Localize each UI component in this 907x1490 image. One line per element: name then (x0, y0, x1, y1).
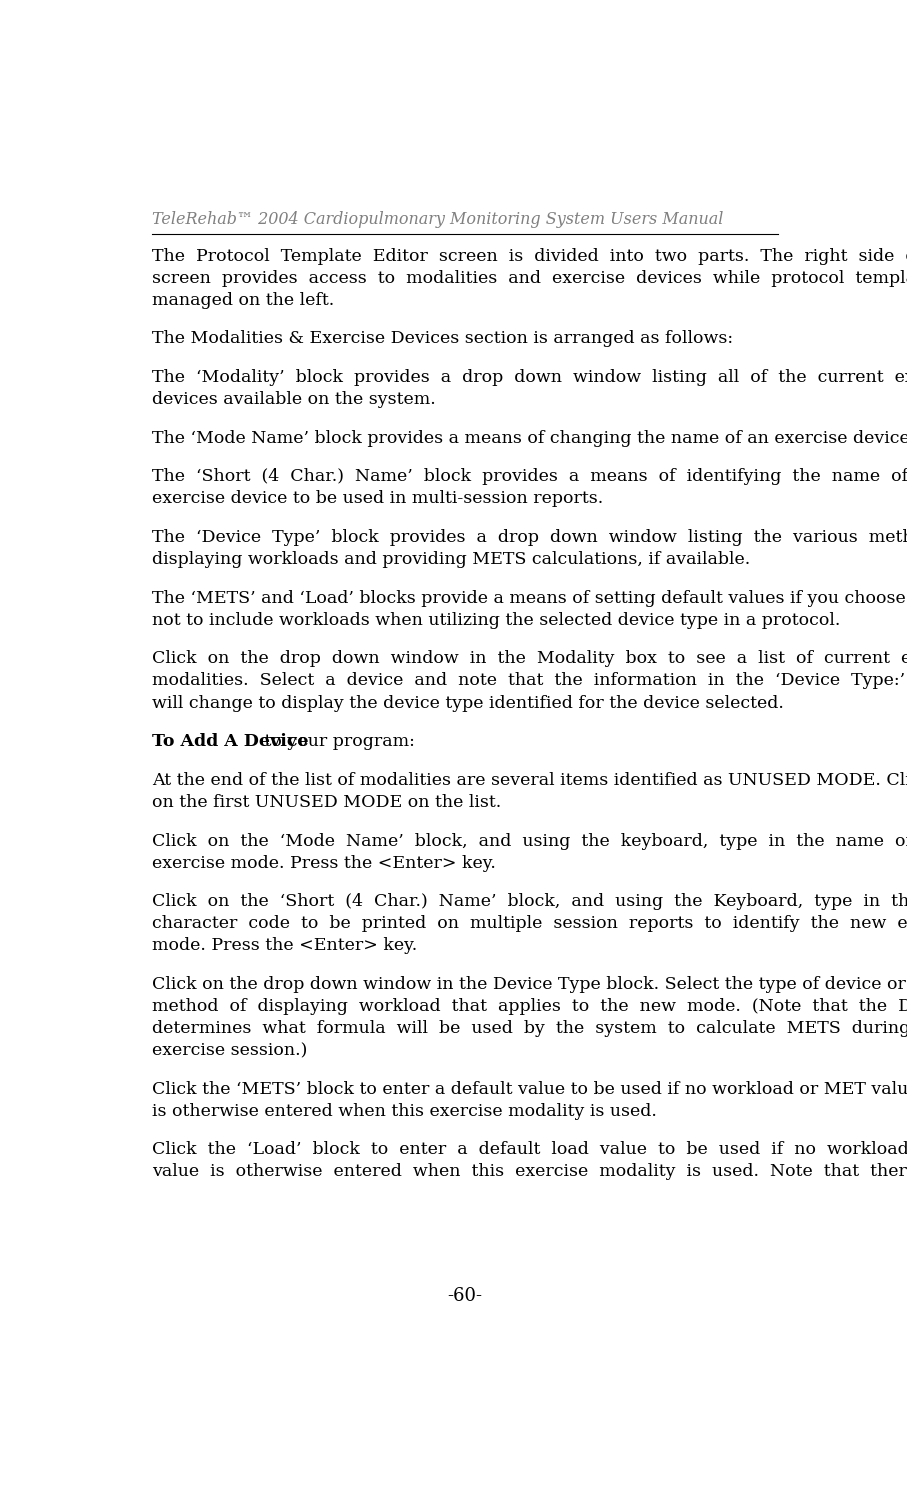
Text: Click  the  ‘Load’  block  to  enter  a  default  load  value  to  be  used  if : Click the ‘Load’ block to enter a defaul… (152, 1141, 907, 1158)
Text: TeleRehab™ 2004 Cardiopulmonary Monitoring System Users Manual: TeleRehab™ 2004 Cardiopulmonary Monitori… (152, 212, 724, 228)
Text: To Add A Device: To Add A Device (152, 733, 308, 749)
Text: exercise session.): exercise session.) (152, 1042, 307, 1059)
Text: -60-: -60- (447, 1287, 483, 1305)
Text: Click  on  the  drop  down  window  in  the  Modality  box  to  see  a  list  of: Click on the drop down window in the Mod… (152, 651, 907, 668)
Text: Click  on  the  ‘Short  (4  Char.)  Name’  block,  and  using  the  Keyboard,  t: Click on the ‘Short (4 Char.) Name’ bloc… (152, 893, 907, 910)
Text: The  ‘Modality’  block  provides  a  drop  down  window  listing  all  of  the  : The ‘Modality’ block provides a drop dow… (152, 370, 907, 386)
Text: exercise device to be used in multi-session reports.: exercise device to be used in multi-sess… (152, 490, 603, 508)
Text: Click the ‘METS’ block to enter a default value to be used if no workload or MET: Click the ‘METS’ block to enter a defaul… (152, 1080, 907, 1098)
Text: Click  on  the  ‘Mode  Name’  block,  and  using  the  keyboard,  type  in  the : Click on the ‘Mode Name’ block, and usin… (152, 833, 907, 849)
Text: The  Protocol  Template  Editor  screen  is  divided  into  two  parts.  The  ri: The Protocol Template Editor screen is d… (152, 247, 907, 265)
Text: The Modalities & Exercise Devices section is arranged as follows:: The Modalities & Exercise Devices sectio… (152, 331, 733, 347)
Text: modalities.  Select  a  device  and  note  that  the  information  in  the  ‘Dev: modalities. Select a device and note tha… (152, 672, 907, 690)
Text: will change to display the device type identified for the device selected.: will change to display the device type i… (152, 694, 784, 712)
Text: managed on the left.: managed on the left. (152, 292, 335, 308)
Text: character  code  to  be  printed  on  multiple  session  reports  to  identify  : character code to be printed on multiple… (152, 915, 907, 933)
Text: to your program:: to your program: (258, 733, 414, 749)
Text: exercise mode. Press the <Enter> key.: exercise mode. Press the <Enter> key. (152, 855, 496, 872)
Text: value  is  otherwise  entered  when  this  exercise  modality  is  used.  Note  : value is otherwise entered when this exe… (152, 1164, 907, 1180)
Text: mode. Press the <Enter> key.: mode. Press the <Enter> key. (152, 937, 417, 954)
Text: At the end of the list of modalities are several items identified as UNUSED MODE: At the end of the list of modalities are… (152, 772, 907, 788)
Text: method  of  displaying  workload  that  applies  to  the  new  mode.  (Note  tha: method of displaying workload that appli… (152, 998, 907, 1015)
Text: Click on the drop down window in the Device Type block. Select the type of devic: Click on the drop down window in the Dev… (152, 976, 906, 992)
Text: The  ‘Device  Type’  block  provides  a  drop  down  window  listing  the  vario: The ‘Device Type’ block provides a drop … (152, 529, 907, 545)
Text: The ‘METS’ and ‘Load’ blocks provide a means of setting default values if you ch: The ‘METS’ and ‘Load’ blocks provide a m… (152, 590, 906, 606)
Text: displaying workloads and providing METS calculations, if available.: displaying workloads and providing METS … (152, 551, 750, 568)
Text: screen  provides  access  to  modalities  and  exercise  devices  while  protoco: screen provides access to modalities and… (152, 270, 907, 286)
Text: devices available on the system.: devices available on the system. (152, 390, 435, 408)
Text: is otherwise entered when this exercise modality is used.: is otherwise entered when this exercise … (152, 1103, 657, 1119)
Text: The ‘Mode Name’ block provides a means of changing the name of an exercise devic: The ‘Mode Name’ block provides a means o… (152, 429, 907, 447)
Text: determines  what  formula  will  be  used  by  the  system  to  calculate  METS : determines what formula will be used by … (152, 1021, 907, 1037)
Text: not to include workloads when utilizing the selected device type in a protocol.: not to include workloads when utilizing … (152, 612, 841, 629)
Text: on the first UNUSED MODE on the list.: on the first UNUSED MODE on the list. (152, 794, 502, 811)
Text: The  ‘Short  (4  Char.)  Name’  block  provides  a  means  of  identifying  the : The ‘Short (4 Char.) Name’ block provide… (152, 468, 907, 486)
